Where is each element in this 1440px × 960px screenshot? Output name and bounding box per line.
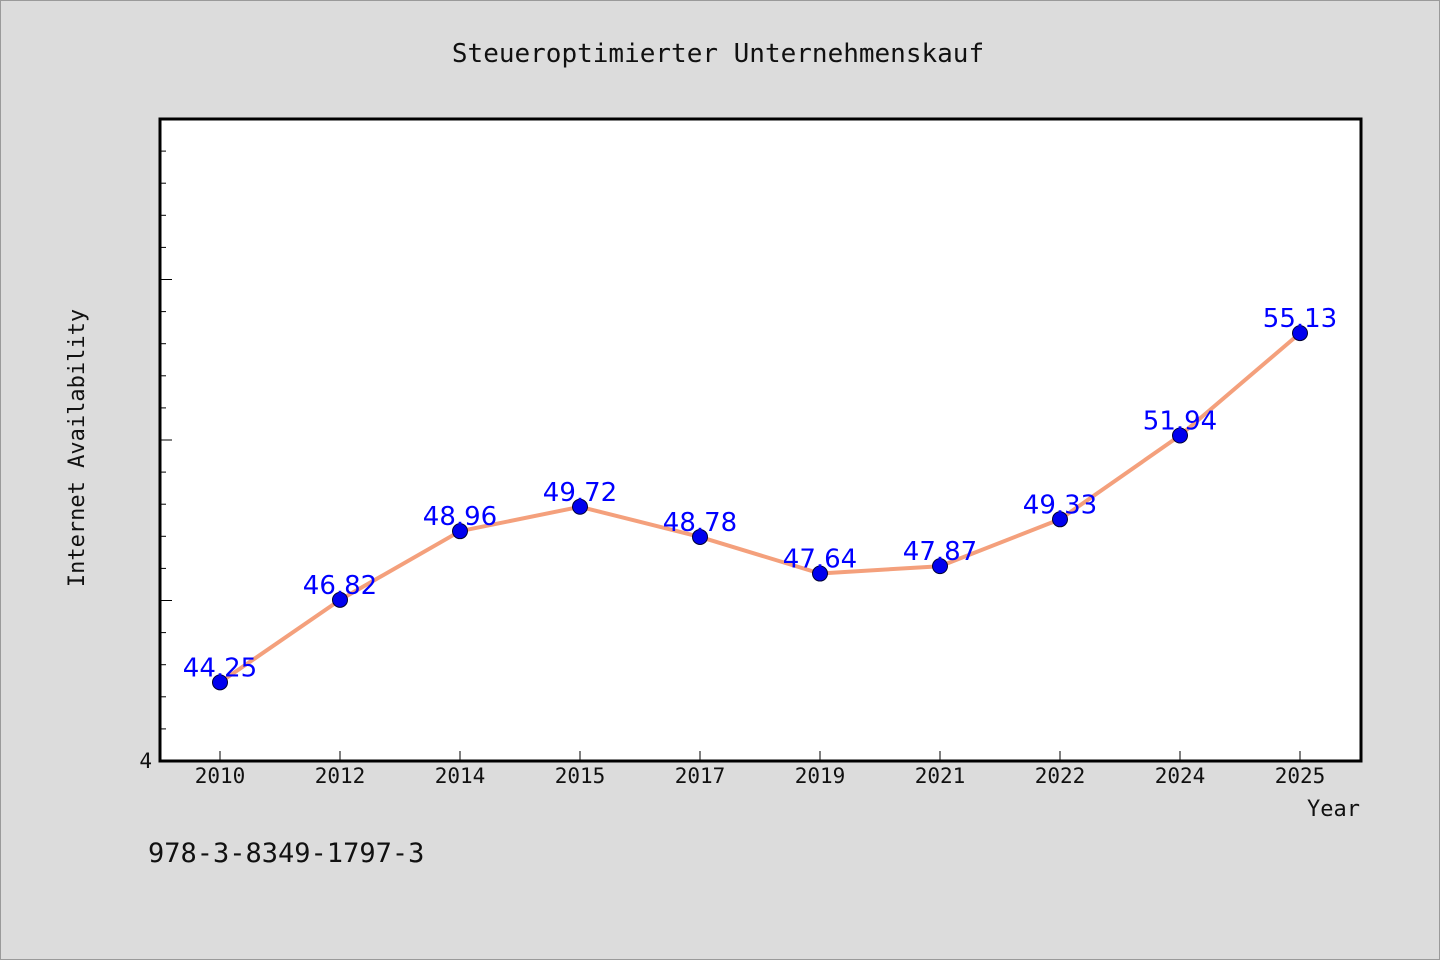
data-point	[692, 528, 708, 545]
y-axis-label: Internet Availability	[65, 309, 90, 587]
data-point	[812, 565, 828, 582]
x-tick-label: 2022	[1035, 764, 1086, 788]
x-tick-label: 2019	[795, 764, 846, 788]
y-tick-label: 4	[139, 749, 152, 773]
data-label: 49.72	[543, 478, 617, 508]
x-axis-label: Year	[1307, 797, 1360, 822]
data-point	[1172, 427, 1188, 444]
data-point	[452, 523, 468, 540]
data-label: 48.78	[663, 508, 737, 538]
data-point	[212, 674, 228, 691]
data-labels: 44.25 46.82 48.96 49.72 48.78 47.64 47.87 49.33…	[183, 304, 1337, 683]
data-label: 47.64	[783, 545, 857, 575]
x-tick-label: 2021	[915, 764, 966, 788]
data-label: 46.82	[303, 571, 377, 601]
plot-area	[158, 117, 1363, 763]
x-tick-label: 2024	[1155, 764, 1206, 788]
series-line	[218, 331, 1302, 685]
x-tick-label: 2015	[555, 764, 606, 788]
data-label: 55.13	[1263, 304, 1337, 334]
data-point	[332, 591, 348, 608]
chart-title: Steueroptimierter Unternehmenskauf	[452, 39, 984, 69]
x-tick-label: 2017	[675, 764, 726, 788]
data-label: 49.33	[1023, 490, 1097, 520]
data-point	[932, 558, 948, 575]
isbn-code: 978-3-8349-1797-3	[148, 838, 424, 869]
x-tick-label: 2012	[315, 764, 366, 788]
data-label: 47.87	[903, 537, 977, 567]
data-point	[1292, 325, 1308, 342]
data-markers	[212, 325, 1308, 691]
data-label: 44.25	[183, 653, 257, 683]
x-tick-label: 2025	[1275, 764, 1326, 788]
data-point	[572, 498, 588, 515]
x-axis-ticks: 2010 2012 2014 2015 2017 2019 2021 2022 2024 2025	[195, 751, 1326, 788]
data-label: 48.96	[423, 502, 497, 532]
x-tick-label: 2014	[435, 764, 486, 788]
y-axis-ticks: 4	[139, 118, 172, 773]
x-tick-label: 2010	[195, 764, 246, 788]
data-label: 51.94	[1143, 407, 1217, 437]
data-point	[1052, 511, 1068, 528]
